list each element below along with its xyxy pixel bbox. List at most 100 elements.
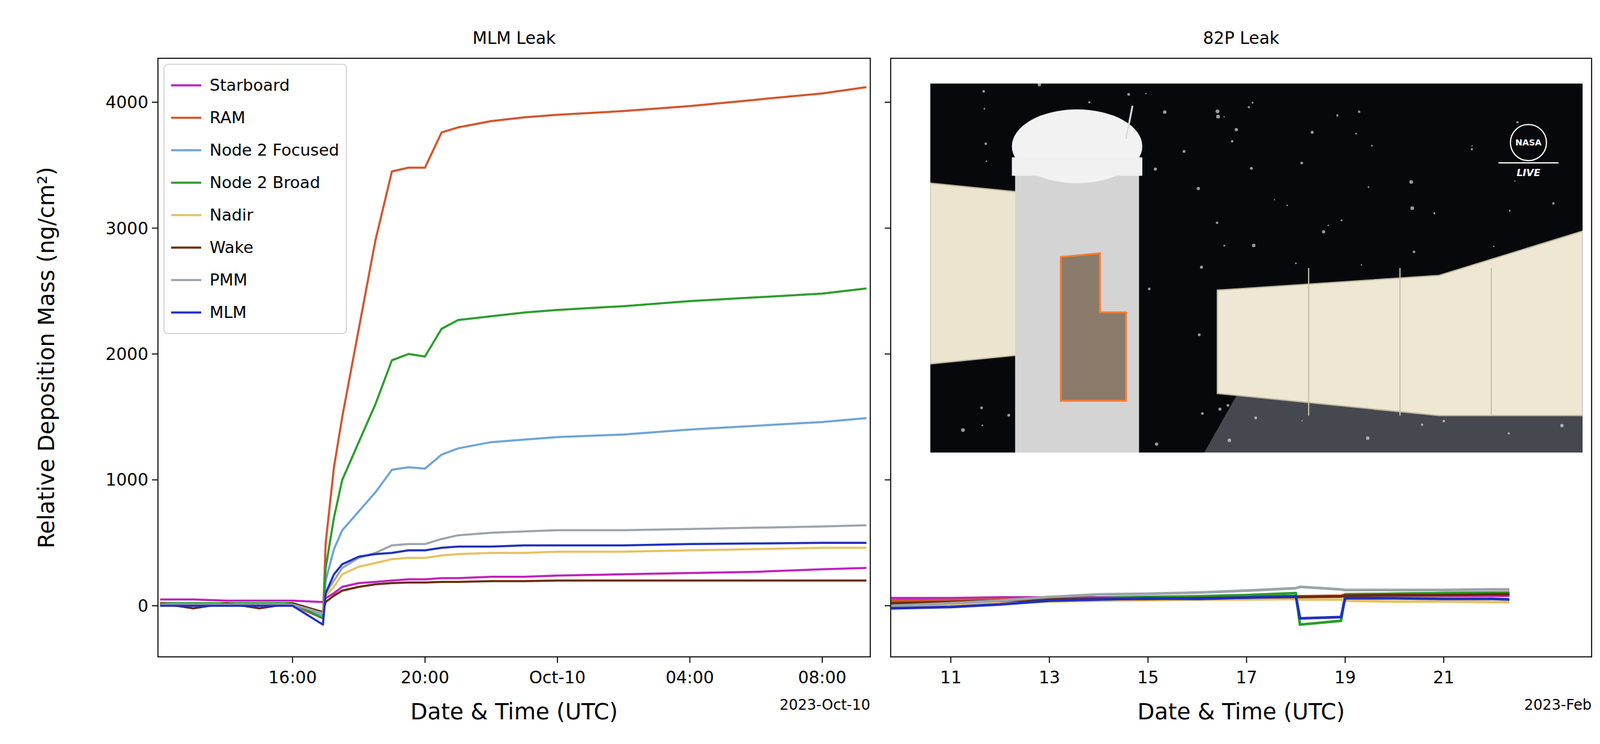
particle (1514, 180, 1516, 182)
particle (1216, 114, 1220, 119)
particle (1234, 127, 1238, 131)
particle (1088, 101, 1091, 104)
particle (1412, 250, 1416, 253)
panel-seam (1308, 267, 1310, 416)
panel: NASALIVE11131517192182P LeakDate & Time … (884, 28, 1592, 725)
particle (1310, 130, 1314, 134)
y-tick (884, 604, 891, 607)
date-label: 2023-Oct-10 (779, 696, 871, 713)
y-tick (151, 101, 158, 103)
y-tick-label: 4000 (105, 92, 149, 113)
legend-swatch (171, 246, 202, 249)
particle (1354, 132, 1357, 135)
particle (1493, 245, 1495, 247)
legend-frame (163, 64, 347, 334)
x-axis-title: Date & Time (UTC) (1137, 698, 1345, 725)
particle (1508, 209, 1511, 212)
legend-swatch (171, 213, 202, 217)
particle (1223, 244, 1226, 247)
inset-photo (930, 83, 1583, 453)
particle (1196, 186, 1200, 190)
particle (1147, 287, 1151, 290)
plot-frame (890, 58, 1592, 657)
particle (1409, 180, 1414, 184)
particle (982, 90, 985, 93)
particle (1560, 423, 1564, 428)
logo-text: NASA (1515, 137, 1542, 148)
x-tick-label: 13 (1038, 667, 1061, 688)
lines (891, 586, 1510, 625)
panel-seam (1399, 267, 1401, 416)
particle (1360, 263, 1363, 265)
particle (1252, 243, 1256, 248)
y-tick-label: 2000 (105, 344, 149, 364)
panel-seam (1490, 267, 1492, 416)
particle (1433, 212, 1437, 215)
particle (1230, 139, 1234, 143)
particle (1197, 333, 1201, 337)
particle (1301, 419, 1303, 422)
particle (980, 406, 984, 410)
antenna (1126, 105, 1133, 139)
particle (1182, 149, 1186, 153)
y-tick-label: 1000 (105, 469, 149, 490)
particle (1227, 438, 1232, 443)
particle (1254, 416, 1258, 420)
x-tick (1246, 656, 1248, 663)
series-line (891, 595, 1510, 619)
legend-label: Node 2 Broad (209, 172, 321, 192)
y-tick (151, 604, 158, 607)
x-tick (424, 656, 426, 663)
particle (1371, 144, 1373, 147)
x-tick (1344, 656, 1346, 663)
particle (1507, 431, 1510, 435)
y-tick (884, 101, 891, 103)
particle (1421, 423, 1424, 426)
x-tick-label: 19 (1334, 667, 1357, 688)
series-line (891, 592, 1510, 625)
legend-label: Node 2 Focused (209, 140, 340, 160)
panel-title: 82P Leak (1203, 28, 1280, 49)
particle (1037, 83, 1042, 87)
legend-label: Wake (209, 237, 254, 257)
particle (1516, 120, 1519, 124)
x-tick (1048, 656, 1050, 663)
y-axis-title: Relative Deposition Mass (ng/cm²) (33, 166, 60, 549)
legend-label: PMM (209, 270, 248, 289)
particle (983, 108, 986, 110)
y-tick (884, 227, 891, 229)
chart-root: 0100020003000400016:0020:00Oct-1004:0008… (0, 0, 1600, 744)
y-tick-label: 0 (137, 595, 149, 616)
x-tick-label: 04:00 (665, 667, 715, 688)
particle (1153, 167, 1157, 171)
legend-swatch (171, 181, 202, 184)
particle (1215, 109, 1220, 113)
particle (1145, 93, 1147, 95)
series-line (160, 418, 867, 616)
particle (1154, 442, 1159, 446)
particle (1248, 106, 1251, 109)
legend-swatch (171, 278, 202, 282)
x-tick (291, 656, 294, 663)
logo-ring (1510, 124, 1547, 161)
x-axis-title: Date & Time (UTC) (410, 698, 618, 725)
x-tick (689, 656, 691, 663)
particle (1357, 110, 1361, 113)
particle (1471, 144, 1473, 146)
panel: 0100020003000400016:0020:00Oct-1004:0008… (33, 28, 871, 725)
background (0, 0, 1600, 744)
particle (960, 427, 965, 432)
plot-frame (157, 58, 871, 657)
x-tick (1443, 656, 1445, 663)
y-tick-label: 3000 (105, 218, 149, 239)
x-tick (950, 656, 952, 663)
particle (1336, 114, 1339, 117)
panel-title: MLM Leak (472, 28, 557, 49)
particle (1201, 412, 1205, 416)
particle (1226, 403, 1230, 407)
particle (1273, 198, 1276, 200)
capsule-ring (1012, 157, 1143, 176)
leak-outline (1060, 252, 1127, 401)
series-line (160, 547, 867, 613)
series-line (160, 542, 867, 625)
